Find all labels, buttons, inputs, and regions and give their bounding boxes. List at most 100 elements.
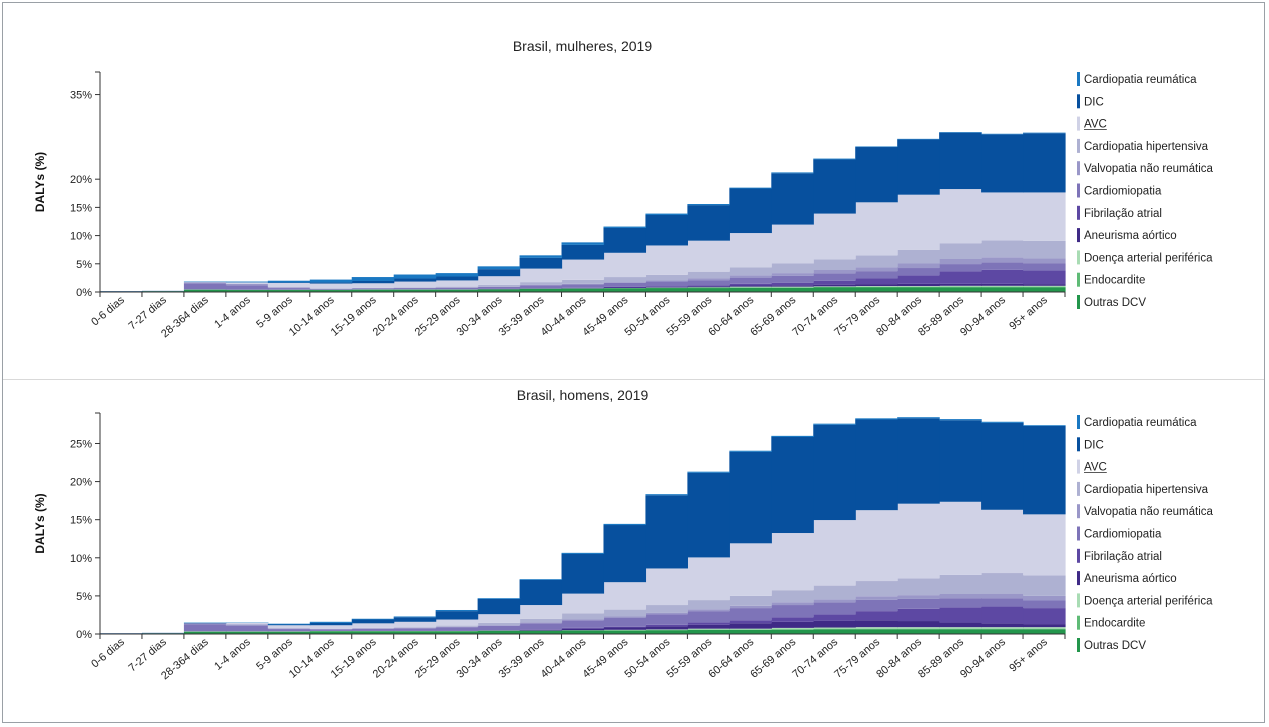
area-step bbox=[729, 187, 772, 189]
area-step bbox=[225, 281, 269, 283]
area-step bbox=[687, 629, 730, 634]
x-tick-label: 35-39 anos bbox=[497, 294, 547, 339]
legend-item[interactable]: Aneurisma aórtico bbox=[1077, 228, 1177, 243]
area-step bbox=[855, 627, 898, 629]
area-step bbox=[435, 625, 479, 627]
legend-item[interactable]: Outras DCV bbox=[1077, 295, 1146, 309]
area-step bbox=[981, 269, 1024, 284]
area-step bbox=[1023, 624, 1066, 628]
legend-item[interactable]: Valvopatia não reumática bbox=[1077, 161, 1214, 176]
area-step bbox=[309, 279, 353, 283]
area-step bbox=[519, 282, 563, 285]
series-Endocardite bbox=[183, 286, 1066, 291]
area-step bbox=[603, 287, 647, 289]
legend-item[interactable]: Valvopatia não reumática bbox=[1077, 504, 1214, 519]
legend-swatch bbox=[1077, 161, 1080, 176]
area-step bbox=[855, 271, 898, 279]
area-step bbox=[855, 255, 898, 268]
legend-item[interactable]: Cardiomiopatia bbox=[1077, 526, 1162, 541]
area-step bbox=[1023, 285, 1066, 287]
area-step bbox=[981, 509, 1024, 574]
area-step bbox=[813, 629, 856, 634]
area-step bbox=[225, 290, 269, 292]
area-step bbox=[687, 288, 730, 292]
area-step bbox=[1023, 595, 1066, 601]
area-step bbox=[435, 619, 479, 626]
legend-item[interactable]: Fibrilação atrial bbox=[1077, 548, 1162, 563]
area-step bbox=[603, 609, 647, 617]
area-step bbox=[939, 271, 982, 284]
area-step bbox=[981, 421, 1024, 423]
area-step bbox=[855, 581, 898, 597]
area-step bbox=[519, 623, 563, 630]
area-step bbox=[981, 593, 1024, 599]
series-Aneurisma aórtico bbox=[477, 620, 1066, 631]
legend-label: Cardiopatia reumática bbox=[1084, 417, 1197, 429]
area-step bbox=[603, 277, 647, 283]
x-tick-label: 28-364 dias bbox=[159, 294, 211, 340]
area-step bbox=[1023, 286, 1066, 288]
area-step bbox=[939, 598, 982, 608]
legend-item[interactable]: Outras DCV bbox=[1077, 638, 1146, 652]
series-AVC bbox=[183, 189, 1066, 289]
legend-swatch bbox=[1077, 548, 1080, 563]
area-step bbox=[603, 523, 647, 526]
area-step bbox=[813, 273, 856, 281]
area-step bbox=[687, 557, 730, 601]
legend-item[interactable]: AVC bbox=[1077, 459, 1107, 474]
area-step bbox=[603, 252, 647, 278]
area-step bbox=[561, 619, 605, 621]
legend-swatch bbox=[1077, 615, 1080, 630]
area-step bbox=[897, 629, 940, 634]
area-step bbox=[603, 617, 647, 627]
area-step bbox=[519, 288, 563, 292]
chart-panel-2: Brasil, homens, 2019 DALYs (%) 0% 5% 10% 15% 2… bbox=[33, 387, 1214, 682]
legend-item[interactable]: Aneurisma aórtico bbox=[1077, 571, 1177, 586]
area-step bbox=[603, 582, 647, 610]
area-step bbox=[981, 606, 1024, 624]
area-step bbox=[813, 287, 856, 292]
series-Outras DCV bbox=[100, 287, 1066, 292]
area-step bbox=[771, 285, 814, 287]
area-step bbox=[603, 525, 647, 583]
legend-item[interactable]: Doença arterial periférica bbox=[1077, 250, 1213, 265]
area-step bbox=[645, 245, 688, 275]
x-tick-label: 90-94 anos bbox=[958, 294, 1008, 339]
legend-item[interactable]: Cardiopatia reumática bbox=[1077, 415, 1197, 429]
legend-item[interactable]: DIC bbox=[1077, 437, 1104, 452]
area-step bbox=[813, 602, 856, 615]
area-step bbox=[855, 596, 898, 600]
area-step bbox=[981, 573, 1024, 594]
legend-item[interactable]: Cardiomiopatia bbox=[1077, 183, 1162, 198]
legend-item[interactable]: AVC bbox=[1077, 116, 1107, 131]
y-tick-label: 15% bbox=[70, 515, 92, 527]
series-Cardiomiopatia bbox=[183, 262, 1066, 290]
area-step bbox=[1023, 258, 1066, 264]
x-tick-label: 95+ anos bbox=[1007, 636, 1050, 675]
area-step bbox=[561, 613, 605, 620]
area-step bbox=[729, 543, 772, 596]
legend-item[interactable]: Cardiopatia hipertensiva bbox=[1077, 138, 1209, 153]
area-step bbox=[393, 278, 437, 282]
x-tick-label: 35-39 anos bbox=[497, 636, 547, 681]
y-tick-label: 5% bbox=[76, 259, 92, 271]
legend-item[interactable]: Cardiopatia hipertensiva bbox=[1077, 481, 1209, 496]
area-step bbox=[687, 240, 730, 272]
area-step bbox=[981, 257, 1024, 263]
area-step bbox=[687, 600, 730, 610]
area-step bbox=[729, 275, 772, 278]
area-step bbox=[897, 138, 940, 140]
legend-item[interactable]: Cardiopatia reumática bbox=[1077, 72, 1197, 86]
y-tick-label: 0% bbox=[76, 629, 92, 641]
area-step bbox=[645, 274, 688, 281]
area-step bbox=[225, 283, 269, 286]
area-step bbox=[771, 287, 814, 292]
area-step bbox=[729, 233, 772, 268]
legend-item[interactable]: Doença arterial periférica bbox=[1077, 593, 1213, 608]
area-step bbox=[771, 435, 814, 438]
legend-item[interactable]: Fibrilação atrial bbox=[1077, 205, 1162, 220]
legend-item[interactable]: Endocardite bbox=[1077, 615, 1145, 630]
legend-item[interactable]: Endocardite bbox=[1077, 272, 1145, 287]
area-step bbox=[939, 628, 982, 630]
legend-item[interactable]: DIC bbox=[1077, 94, 1104, 109]
